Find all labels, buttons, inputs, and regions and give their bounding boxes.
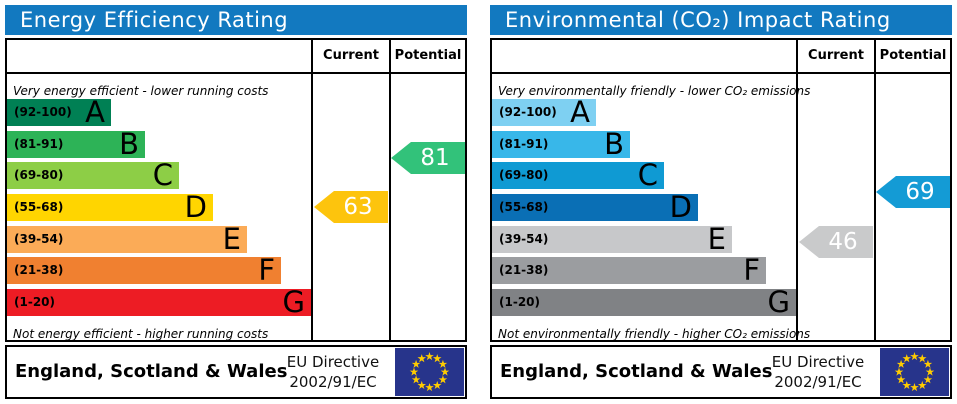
band-row-d: (55-68) D <box>492 190 698 224</box>
top-caption: Very environmentally friendly - lower CO… <box>498 84 811 98</box>
top-caption: Very energy efficient - lower running co… <box>13 84 269 98</box>
band-letter: B <box>119 127 139 161</box>
potential-rating-arrow: 81 <box>391 142 465 174</box>
column-divider <box>796 40 798 340</box>
band-range-label: (21-38) <box>14 263 64 277</box>
current-rating-arrow: 46 <box>799 226 873 258</box>
bottom-caption: Not energy efficient - higher running co… <box>13 327 269 341</box>
band-letter: E <box>707 222 726 256</box>
band-range-label: (81-91) <box>499 137 549 151</box>
band-letter: A <box>570 95 590 129</box>
table-header-row: Current Potential <box>7 40 465 74</box>
potential-column-header: Potential <box>394 48 462 63</box>
band-letter: A <box>85 95 105 129</box>
band-letter: G <box>282 285 305 319</box>
current-rating-arrow: 63 <box>314 191 388 223</box>
eu-directive-line2: 2002/91/EC <box>289 373 377 391</box>
band-row-g: (1-20) G <box>492 285 796 319</box>
band-range-label: (21-38) <box>499 263 549 277</box>
current-rating-value: 63 <box>343 194 373 220</box>
current-column-header: Current <box>323 48 379 63</box>
band-row-b: (81-91) B <box>492 127 630 161</box>
eu-flag-icon <box>880 348 949 396</box>
region-label: England, Scotland & Wales <box>500 361 773 382</box>
band-letter: C <box>637 158 658 192</box>
band-letter: D <box>184 190 207 224</box>
band-row-a: (92-100) A <box>7 95 111 129</box>
bottom-caption: Not environmentally friendly - higher CO… <box>498 327 811 341</box>
band-row-f: (21-38) F <box>492 253 766 287</box>
eu-directive-line1: EU Directive <box>771 352 865 371</box>
band-letter: C <box>152 158 173 192</box>
band-range-label: (81-91) <box>14 137 64 151</box>
band-range-label: (69-80) <box>499 168 549 182</box>
band-range-label: (1-20) <box>499 295 540 309</box>
band-row-a: (92-100) A <box>492 95 596 129</box>
current-column-header: Current <box>808 48 864 63</box>
energy-efficiency-panel: Energy Efficiency Rating Current Potenti… <box>5 5 467 399</box>
band-range-label: (55-68) <box>499 200 549 214</box>
column-divider <box>874 40 876 340</box>
eu-directive-line2: 2002/91/EC <box>774 373 862 391</box>
panel-footer: England, Scotland & Wales EU Directive 2… <box>490 345 952 399</box>
band-letter: E <box>222 222 241 256</box>
potential-rating-value: 69 <box>905 179 935 205</box>
band-row-d: (55-68) D <box>7 190 213 224</box>
band-letter: B <box>604 127 624 161</box>
table-header-row: Current Potential <box>492 40 950 74</box>
band-row-e: (39-54) E <box>7 222 247 256</box>
eu-directive-line1: EU Directive <box>286 352 380 371</box>
band-row-c: (69-80) C <box>492 158 664 192</box>
eu-directive-text: EU Directive 2002/91/EC <box>762 352 874 393</box>
region-label: England, Scotland & Wales <box>15 361 288 382</box>
band-range-label: (69-80) <box>14 168 64 182</box>
band-row-f: (21-38) F <box>7 253 281 287</box>
band-row-e: (39-54) E <box>492 222 732 256</box>
environmental-impact-panel: Environmental (CO₂) Impact Rating Curren… <box>490 5 952 399</box>
band-row-g: (1-20) G <box>7 285 311 319</box>
band-letter: D <box>669 190 692 224</box>
rating-table: Current Potential Very environmentally f… <box>490 38 952 342</box>
potential-rating-value: 81 <box>420 145 450 171</box>
band-letter: G <box>767 285 790 319</box>
eu-flag-icon <box>395 348 464 396</box>
band-letter: F <box>743 253 760 287</box>
current-rating-value: 46 <box>828 229 858 255</box>
rating-table: Current Potential Very energy efficient … <box>5 38 467 342</box>
potential-rating-arrow: 69 <box>876 176 950 208</box>
panel-footer: England, Scotland & Wales EU Directive 2… <box>5 345 467 399</box>
column-divider <box>311 40 313 340</box>
potential-column-header: Potential <box>879 48 947 63</box>
column-divider <box>389 40 391 340</box>
band-row-c: (69-80) C <box>7 158 179 192</box>
band-range-label: (92-100) <box>14 105 72 119</box>
band-letter: F <box>258 253 275 287</box>
band-range-label: (39-54) <box>499 232 549 246</box>
eu-directive-text: EU Directive 2002/91/EC <box>277 352 389 393</box>
panel-title: Energy Efficiency Rating <box>5 5 467 35</box>
panel-title: Environmental (CO₂) Impact Rating <box>490 5 952 35</box>
band-range-label: (55-68) <box>14 200 64 214</box>
band-range-label: (39-54) <box>14 232 64 246</box>
band-range-label: (1-20) <box>14 295 55 309</box>
band-row-b: (81-91) B <box>7 127 145 161</box>
band-range-label: (92-100) <box>499 105 557 119</box>
